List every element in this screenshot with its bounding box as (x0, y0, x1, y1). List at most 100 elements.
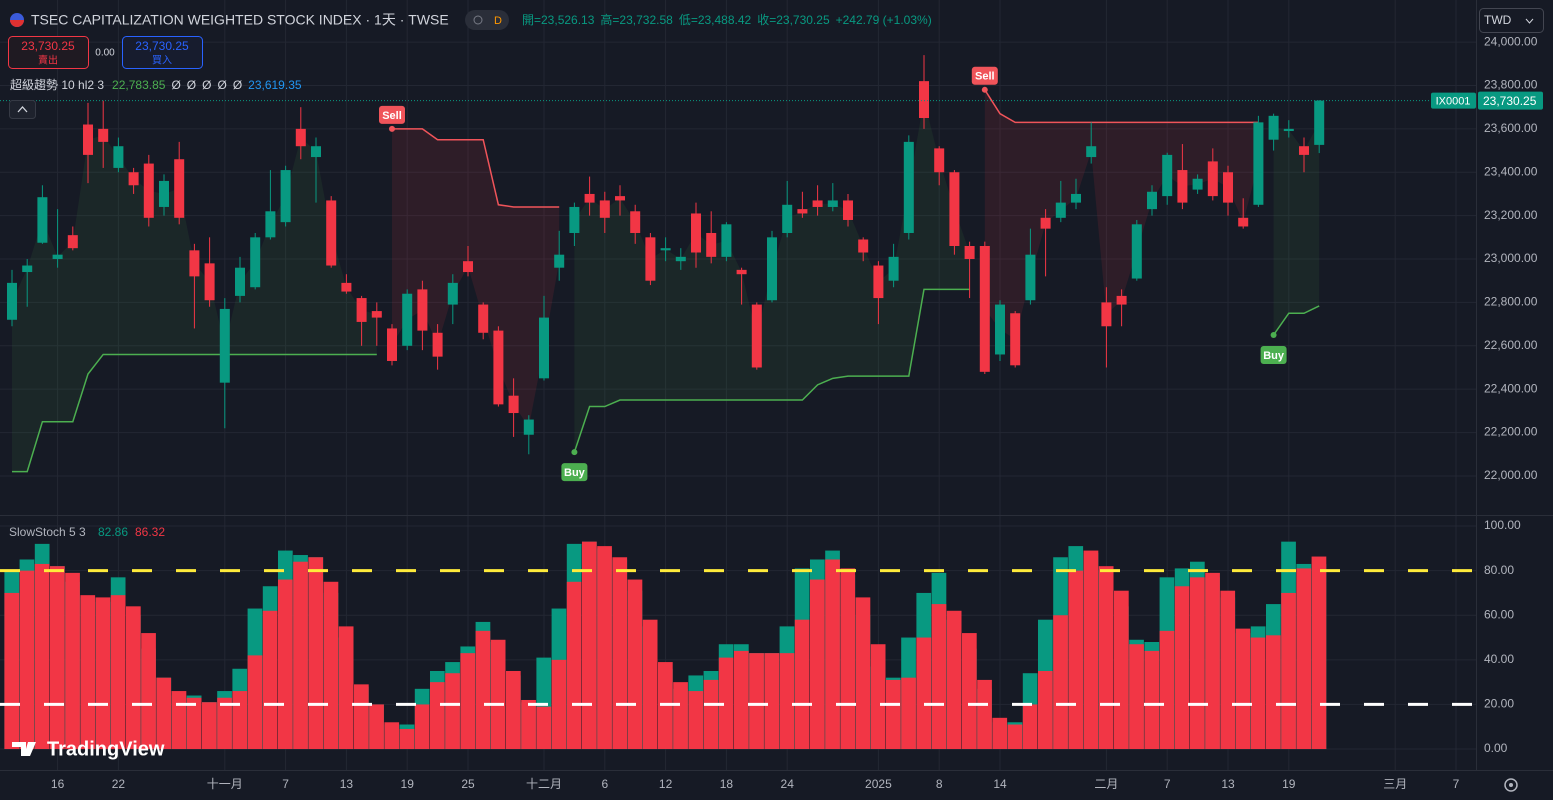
stoch-bar (703, 679, 719, 750)
signal-dot (571, 449, 578, 456)
stoch-title: SlowStoch 5 3 (9, 525, 86, 539)
currency[interactable]: TWD (1484, 13, 1512, 27)
candle-body (1238, 217, 1249, 227)
collapse-button[interactable] (9, 100, 36, 119)
candle-body (22, 265, 33, 273)
stoch-bar (1114, 590, 1129, 750)
watermark: TradingView (47, 738, 165, 760)
supertrend-line (1272, 305, 1320, 336)
signal-label: Sell (382, 110, 402, 122)
y-tick-label: 23,600.00 (1484, 121, 1538, 135)
candle-body (83, 124, 93, 155)
candle-body (1055, 202, 1066, 218)
candle-body (630, 211, 641, 233)
timeframe-button[interactable]: D (494, 15, 502, 27)
stoch-bar (1205, 572, 1220, 750)
symbol-tag-text: IX0001 (1436, 96, 1471, 108)
buy-button[interactable] (122, 36, 203, 69)
candle-body (964, 246, 975, 260)
sell-label[interactable]: 賣出 (38, 54, 58, 67)
settings-icon[interactable] (1504, 778, 1518, 792)
x-tick-label: 12 (659, 777, 673, 791)
trend-fill (392, 128, 560, 428)
stoch-bar (1083, 550, 1099, 750)
currency-select[interactable] (1479, 8, 1544, 33)
indicator-value: Ø (187, 78, 196, 92)
candle-body (159, 180, 169, 207)
symbol-tag (1431, 92, 1476, 109)
candle-body (615, 196, 625, 201)
stoch-bar (992, 717, 1008, 750)
candle-body (371, 311, 382, 318)
x-tick-label: 7 (1164, 777, 1171, 791)
candle-body (843, 200, 853, 220)
stoch-bar (1144, 650, 1160, 750)
candle-body (1071, 193, 1081, 203)
y-tick-label: 24,000.00 (1484, 34, 1538, 48)
x-tick-label: 8 (936, 777, 943, 791)
indicator-title: 超級趨勢 10 hl2 3 (10, 77, 104, 92)
stoch-bar (141, 633, 156, 750)
candle-body (402, 293, 413, 346)
stoch-bar (202, 702, 217, 750)
flag-icon-half (10, 20, 24, 27)
candle-body (326, 200, 337, 266)
candle-body (447, 282, 458, 305)
stoch-bar (673, 682, 688, 750)
timeframe-pill[interactable] (465, 10, 509, 30)
stoch-bar (627, 579, 643, 750)
stoch-bar (886, 679, 901, 750)
buy-price[interactable]: 23,730.25 (135, 39, 189, 53)
stoch-bar (80, 595, 96, 750)
stoch-bar (19, 570, 35, 750)
candle-body (1086, 146, 1097, 158)
stoch-bar (1174, 586, 1190, 750)
stoch-bar (65, 572, 80, 750)
indicator-value: 23,619.35 (248, 78, 302, 92)
x-tick-label: 6 (601, 777, 608, 791)
candle-body (417, 289, 428, 331)
stoch-bar (597, 546, 612, 750)
signal-dot (1270, 331, 1277, 338)
indicator-value: Ø (217, 78, 226, 92)
trend-fill (984, 89, 1259, 340)
y-tick-label: 20.00 (1484, 697, 1514, 711)
last-price-text: 23,730.25 (1483, 94, 1537, 108)
candle-body (1283, 128, 1294, 132)
sell-price[interactable]: 23,730.25 (21, 39, 75, 53)
stoch-bar (1022, 704, 1038, 750)
y-tick-label: 23,400.00 (1484, 164, 1538, 178)
y-tick-label: 23,200.00 (1484, 208, 1538, 222)
spread: 0.00 (95, 48, 115, 59)
candle-body (827, 200, 838, 207)
stoch-bar (855, 597, 871, 750)
candle-body (1040, 217, 1051, 229)
stoch-bar (810, 579, 825, 750)
stoch-d-value: 86.32 (135, 525, 165, 539)
stoch-bar (977, 679, 992, 750)
x-tick-label: 24 (781, 777, 795, 791)
x-tick-label: 19 (401, 777, 415, 791)
candle-body (1223, 172, 1233, 203)
supertrend-line (573, 288, 970, 453)
stoch-k-value: 82.86 (98, 525, 128, 539)
buy-label[interactable]: 買入 (152, 55, 172, 67)
stoch-bar (1129, 644, 1144, 750)
sell-button[interactable] (8, 36, 89, 69)
signal-dot (389, 125, 395, 132)
y-tick-label: 80.00 (1484, 563, 1514, 577)
candle-body (265, 211, 276, 238)
stoch-bar (718, 657, 734, 750)
candle-body (432, 332, 443, 357)
candle-body (903, 141, 914, 233)
candle-body (1101, 302, 1112, 327)
ohlc-value: 開=23,526.13 (522, 13, 595, 27)
candle-body (523, 419, 534, 435)
x-tick-label: 13 (340, 777, 354, 791)
stoch-bar (247, 655, 263, 750)
candle-body (888, 256, 899, 281)
stoch-bar (582, 541, 597, 750)
candle-body (569, 206, 580, 233)
x-tick-label: 2025 (865, 777, 892, 791)
